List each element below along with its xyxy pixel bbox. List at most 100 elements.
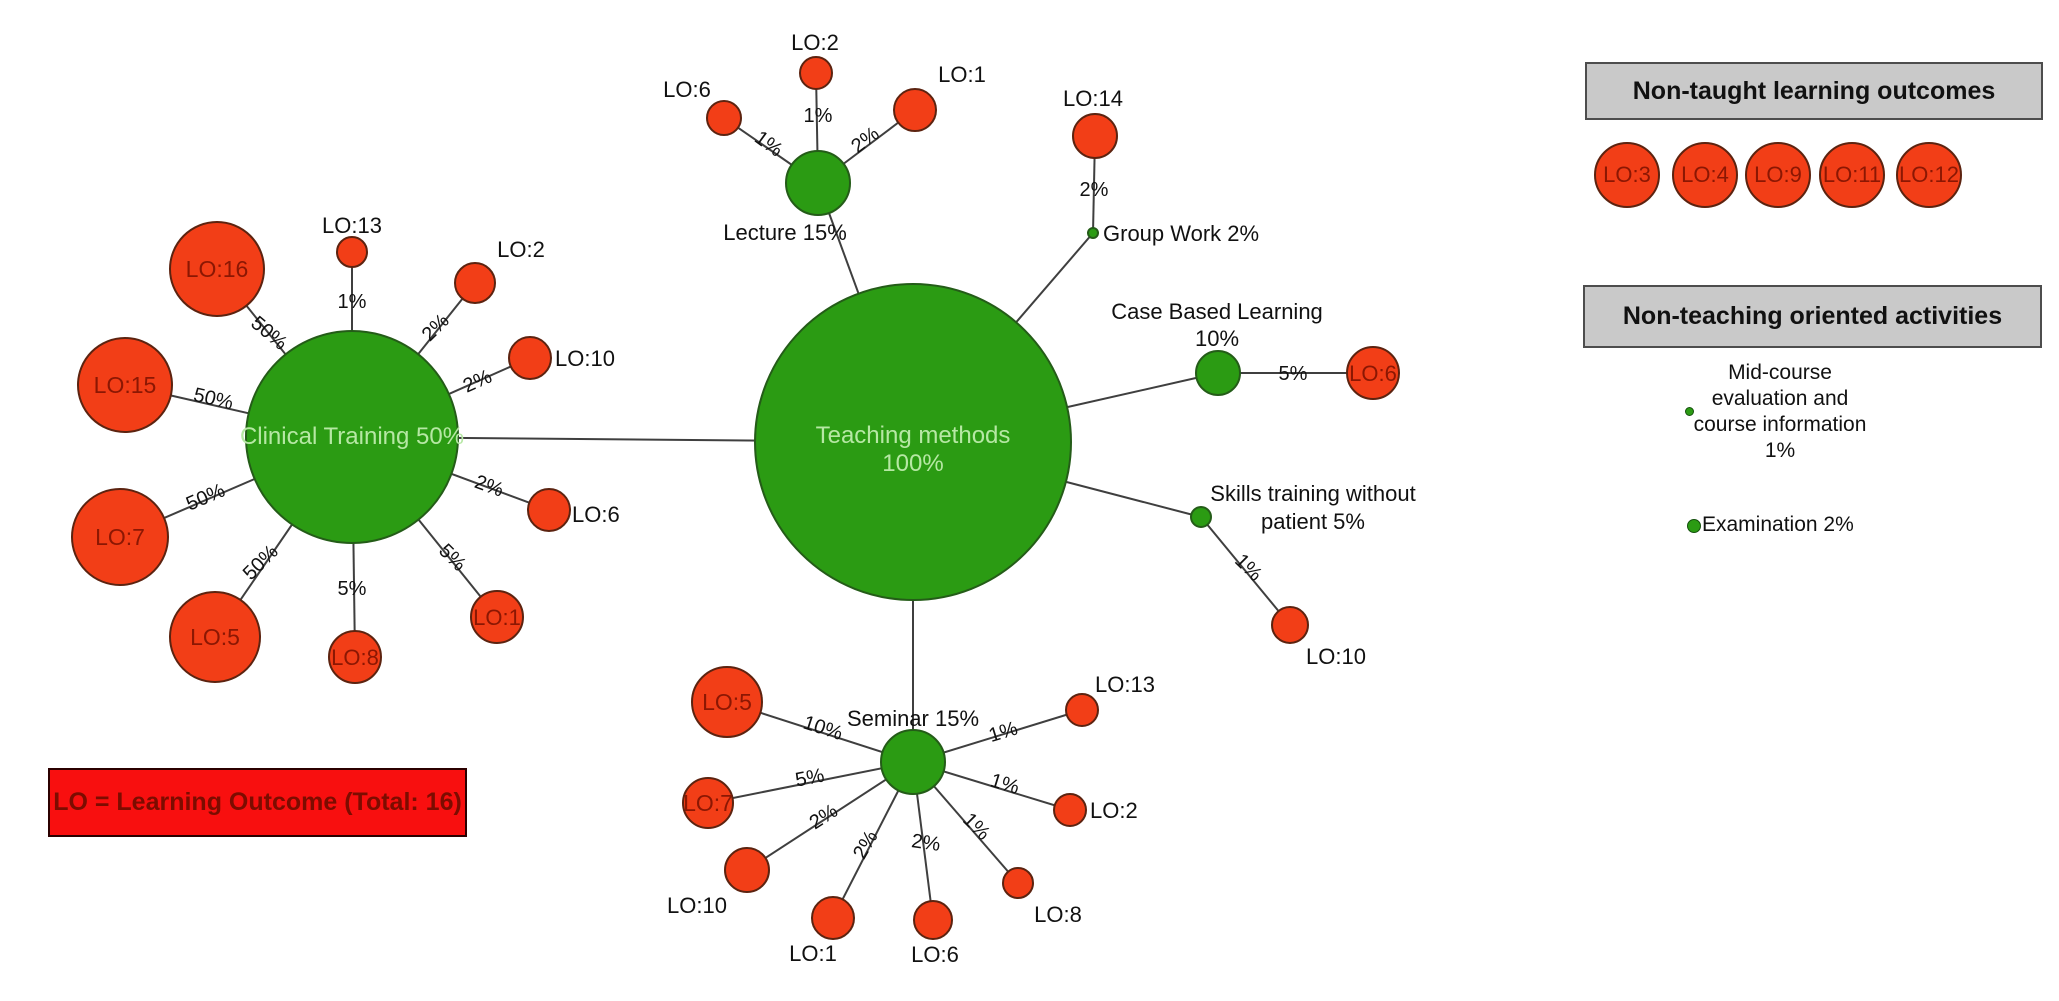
node-l1 xyxy=(893,88,937,132)
node-label-s7: LO:7 xyxy=(683,790,733,816)
activity-examination: Examination 2% xyxy=(1702,513,1854,537)
edge-label: 1% xyxy=(1230,550,1266,586)
node-groupwork xyxy=(1087,227,1099,239)
node-label-teaching: Teaching methods xyxy=(816,422,1011,449)
node-skills xyxy=(1190,506,1212,528)
node-label-c2: LO:2 xyxy=(497,237,545,262)
node-clinical xyxy=(245,330,459,544)
node-label-l2: LO:2 xyxy=(791,30,839,55)
edge-label: 50% xyxy=(191,384,235,414)
node-s2 xyxy=(1053,793,1087,827)
activities-header: Non-teaching oriented activities xyxy=(1583,285,2042,348)
node-label-c8: LO:8 xyxy=(331,645,379,670)
edge-label: 50% xyxy=(183,479,229,515)
edge-label: 2% xyxy=(460,366,496,398)
node-label-cb6: LO:6 xyxy=(1349,361,1397,386)
node-label-c15: LO:15 xyxy=(94,372,157,398)
node-label-s1: LO:1 xyxy=(789,941,837,966)
node-c8 xyxy=(328,630,382,684)
node-c13 xyxy=(336,236,368,268)
node-label-s10: LO:10 xyxy=(667,893,727,918)
lo-chip-label: LO:4 xyxy=(1681,162,1729,187)
edge-label: 1% xyxy=(338,291,367,313)
edge-label: 50% xyxy=(246,312,291,355)
activity-line: Mid-course xyxy=(1728,361,1832,384)
node-casebased xyxy=(1195,350,1241,396)
node-label-s6: LO:6 xyxy=(911,942,959,967)
edge-label: 5% xyxy=(338,578,367,600)
node-label-casebased: 10% xyxy=(1195,326,1239,351)
node-l6 xyxy=(706,100,742,136)
node-s6 xyxy=(913,900,953,940)
non-taught-lo-circle: LO:9 xyxy=(1745,142,1811,208)
node-s7 xyxy=(682,777,734,829)
node-label-c7: LO:7 xyxy=(95,524,145,550)
non-taught-lo-circle: LO:12 xyxy=(1896,142,1962,208)
node-label-s2: LO:2 xyxy=(1090,798,1138,823)
edge-label: 1% xyxy=(804,105,833,127)
edge-label: 5% xyxy=(1279,363,1308,385)
activities-title: Non-teaching oriented activities xyxy=(1622,302,2003,330)
node-label-c10: LO:10 xyxy=(555,346,615,371)
edge-label: 10% xyxy=(800,712,845,745)
lo-chip-label: LO:3 xyxy=(1603,162,1651,187)
node-c2 xyxy=(454,262,496,304)
node-cb6 xyxy=(1346,346,1400,400)
node-label-skills: patient 5% xyxy=(1261,509,1365,534)
activity-line: Examination 2% xyxy=(1702,513,1854,536)
activity-line: course information xyxy=(1693,413,1867,436)
node-c6 xyxy=(527,488,571,532)
node-label-c1: LO:1 xyxy=(473,605,521,630)
node-g14 xyxy=(1072,113,1118,159)
edge-seminar-s10 xyxy=(746,761,914,871)
edge-seminar-s7 xyxy=(707,761,914,804)
lo-chip-label: LO:12 xyxy=(1899,162,1959,187)
edge-label: 2% xyxy=(472,471,507,502)
lo-chip-label: LO:9 xyxy=(1754,162,1802,187)
node-label-teaching: 100% xyxy=(882,450,943,477)
node-label-clinical: Clinical Training 50% xyxy=(240,423,464,450)
edge-label: 2% xyxy=(847,123,883,158)
node-label-casebased: Case Based Learning xyxy=(1111,299,1323,324)
activity-midcourse: Mid-course evaluation and course informa… xyxy=(1680,360,1880,464)
node-teaching xyxy=(754,283,1072,601)
node-c5 xyxy=(169,591,261,683)
node-label-c6: LO:6 xyxy=(572,502,620,527)
node-s8 xyxy=(1002,867,1034,899)
non-taught-lo-circle: LO:11 xyxy=(1819,142,1885,208)
node-lecture xyxy=(785,150,851,216)
node-label-seminar: Seminar 15% xyxy=(847,706,979,731)
activity-line: evaluation and xyxy=(1711,387,1849,410)
edge-label: 5% xyxy=(794,765,827,792)
node-seminar xyxy=(880,729,946,795)
node-c1 xyxy=(470,590,524,644)
edge-label: 2% xyxy=(1080,179,1109,201)
node-label-s5: LO:5 xyxy=(702,689,752,715)
edge-label: 1% xyxy=(750,127,786,162)
activity-line: 1% xyxy=(1764,439,1796,462)
green-dot-icon xyxy=(1687,519,1701,533)
node-label-groupwork: Group Work 2% xyxy=(1103,221,1259,246)
node-c15 xyxy=(77,337,173,433)
green-dot-icon xyxy=(1685,407,1694,416)
node-label-l6: LO:6 xyxy=(663,77,711,102)
node-label-c13: LO:13 xyxy=(322,213,382,238)
node-label-l1: LO:1 xyxy=(938,62,986,87)
non-taught-lo-circle: LO:3 xyxy=(1594,142,1660,208)
node-label-lecture: Lecture 15% xyxy=(723,220,847,245)
node-s13 xyxy=(1065,693,1099,727)
lo-legend-label: LO = Learning Outcome (Total: 16) xyxy=(53,788,462,816)
edge-label: 1% xyxy=(958,809,994,845)
non-taught-title: Non-taught learning outcomes xyxy=(1632,76,1996,105)
node-l2 xyxy=(799,56,833,90)
edge-label: 1% xyxy=(986,717,1020,747)
node-label-c5: LO:5 xyxy=(190,624,240,650)
node-label-sk10: LO:10 xyxy=(1306,644,1366,669)
node-label-c16: LO:16 xyxy=(186,256,249,282)
lo-chip-label: LO:11 xyxy=(1822,162,1882,187)
node-label-s8: LO:8 xyxy=(1034,902,1082,927)
edge-skills-sk10 xyxy=(1200,516,1291,626)
node-label-s13: LO:13 xyxy=(1095,672,1155,697)
node-c7 xyxy=(71,488,169,586)
node-s10 xyxy=(724,847,770,893)
